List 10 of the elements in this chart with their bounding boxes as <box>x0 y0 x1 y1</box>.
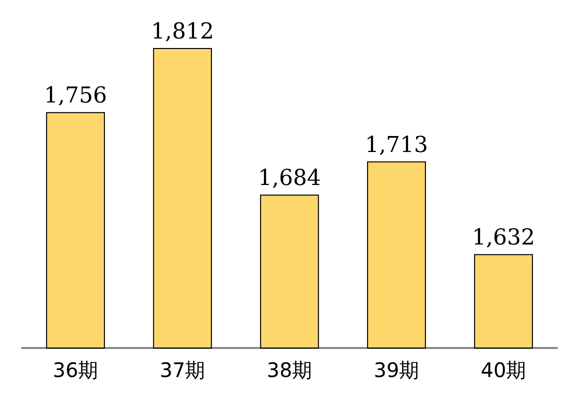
x-tick-label: 36期 <box>52 358 98 382</box>
x-tick-label: 38期 <box>266 358 312 382</box>
data-label: 1,684 <box>258 166 321 192</box>
x-tick-label: 40期 <box>480 358 526 382</box>
data-label: 1,632 <box>472 226 535 251</box>
data-label: 1,756 <box>44 84 107 109</box>
data-label: 1,812 <box>151 20 214 44</box>
x-tick-label: 39期 <box>374 358 420 382</box>
data-label: 1,713 <box>365 132 428 158</box>
x-tick-label: 37期 <box>160 358 206 382</box>
